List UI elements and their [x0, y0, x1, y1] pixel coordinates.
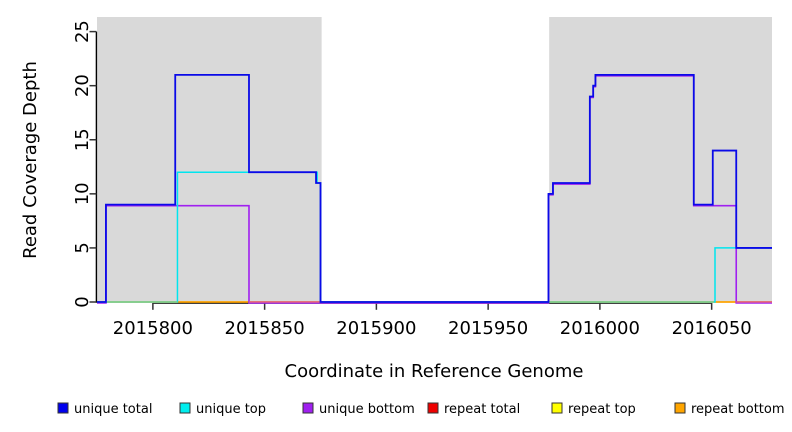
legend-swatch-unique-top — [179, 402, 191, 414]
covered-region-left — [97, 17, 322, 302]
legend-swatch-repeat-bottom — [674, 402, 686, 414]
legend-swatch-unique-total — [57, 402, 69, 414]
legend-label-unique-total: unique total — [74, 402, 152, 417]
x-tick-label: 2016000 — [560, 318, 640, 339]
covered-region-right — [549, 17, 772, 302]
y-tick-label: 5 — [72, 242, 93, 253]
legend-label-unique-top: unique top — [196, 402, 266, 417]
x-tick-label: 2015950 — [448, 318, 528, 339]
series-layer — [97, 73, 772, 304]
legend-label-repeat-top: repeat top — [568, 402, 636, 417]
legend-label-repeat-bottom: repeat bottom — [691, 402, 785, 417]
x-tick-label: 2015900 — [336, 318, 416, 339]
legend-swatch-unique-bottom — [302, 402, 314, 414]
legend-label-repeat-total: repeat total — [444, 402, 520, 417]
y-tick-label: 25 — [72, 20, 93, 43]
legend-swatch-repeat-total — [427, 402, 439, 414]
x-tick-label: 2016050 — [672, 318, 752, 339]
y-tick-label: 20 — [72, 74, 93, 97]
series-line-unique-total — [97, 73, 772, 303]
axes-layer: 2015800 2015850 2015900 2015950 2016000 20160… — [72, 20, 752, 339]
legend-label-unique-bottom: unique bottom — [319, 402, 415, 417]
y-axis-title: Read Coverage Depth — [20, 61, 41, 259]
shaded-regions-layer — [97, 17, 772, 302]
x-axis-title: Coordinate in Reference Genome — [285, 361, 584, 382]
y-tick-label: 10 — [72, 182, 93, 205]
legend-layer: unique total unique top unique bottom repea… — [57, 402, 785, 417]
legend-swatch-repeat-top — [551, 402, 563, 414]
x-tick-label: 2015800 — [113, 318, 193, 339]
y-tick-label: 15 — [72, 128, 93, 151]
y-tick-label: 0 — [72, 296, 93, 307]
x-tick-label: 2015850 — [225, 318, 305, 339]
